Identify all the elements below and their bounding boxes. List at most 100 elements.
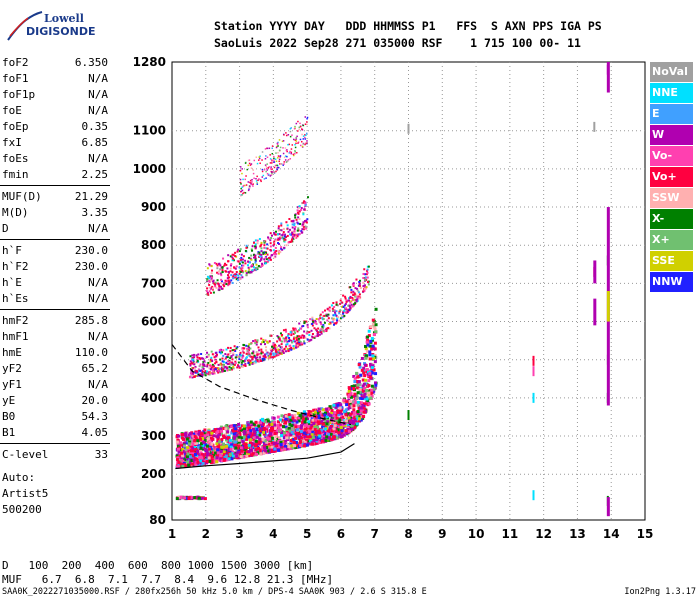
trace-point — [336, 317, 339, 320]
trace-point — [273, 166, 276, 169]
trace-point — [256, 339, 259, 342]
trace-point — [264, 256, 267, 259]
trace-point — [337, 420, 341, 424]
trace-point — [262, 174, 265, 177]
trace-point — [316, 416, 320, 420]
trace-point — [272, 244, 275, 247]
trace-point — [208, 459, 212, 463]
trace-point — [258, 360, 261, 363]
trace-point — [244, 443, 248, 447]
trace-point — [303, 222, 306, 225]
trace-point — [374, 383, 378, 387]
trace-point — [258, 253, 261, 256]
trace-point — [298, 441, 302, 445]
trace-point — [209, 358, 212, 361]
trace-point — [210, 366, 213, 369]
trace-point — [247, 454, 251, 458]
trace-point — [230, 355, 233, 358]
trace-point — [367, 329, 371, 333]
trace-point — [175, 497, 179, 501]
trace-point — [367, 334, 371, 338]
trace-point — [219, 371, 222, 374]
trace-point — [217, 445, 221, 449]
trace-point — [358, 365, 362, 369]
trace-point — [227, 457, 231, 461]
trace-point — [304, 202, 307, 205]
trace-point — [290, 346, 293, 349]
trace-point — [332, 309, 335, 312]
trace-point — [347, 429, 351, 433]
trace-point — [263, 241, 266, 244]
trace-point — [267, 351, 270, 354]
trace-point — [224, 433, 228, 437]
trace-point — [294, 150, 296, 152]
trace-point — [275, 346, 278, 349]
trace-point — [181, 464, 185, 468]
trace-point — [357, 380, 361, 384]
trace-point — [323, 413, 327, 417]
trace-point — [342, 398, 346, 402]
trace-point — [283, 163, 285, 165]
trace-point — [196, 453, 200, 457]
param-row-clevel: C-level 33 — [2, 448, 108, 464]
trace-point — [222, 257, 225, 260]
trace-point — [367, 379, 371, 383]
trace-point — [241, 258, 244, 261]
trace-point — [245, 356, 248, 359]
trace-point — [236, 364, 239, 367]
trace-point — [230, 274, 233, 277]
trace-point — [296, 135, 298, 138]
trace-point — [313, 425, 317, 429]
trace-point — [338, 310, 341, 313]
trace-point — [343, 414, 347, 418]
trace-point — [268, 356, 271, 359]
trace-point — [270, 159, 273, 161]
trace-point — [287, 413, 291, 417]
trace-point — [263, 258, 266, 261]
trace-point — [285, 339, 288, 342]
trace-point — [197, 353, 200, 356]
trace-point — [233, 266, 236, 269]
trace-point — [231, 358, 234, 361]
trace-point — [183, 458, 187, 462]
trace-point — [247, 271, 250, 274]
trace-point — [342, 311, 345, 314]
trace-point — [278, 139, 281, 141]
trace-point — [246, 451, 250, 455]
trace-point — [198, 437, 202, 441]
trace-point — [232, 259, 235, 262]
trace-point — [210, 272, 213, 275]
trace-point — [335, 416, 339, 420]
trace-point — [233, 363, 236, 366]
trace-point — [242, 431, 246, 435]
trace-point — [351, 299, 354, 302]
trace-point — [257, 265, 260, 268]
trace-point — [224, 438, 228, 442]
trace-point — [207, 449, 211, 453]
trace-point — [268, 355, 271, 358]
trace-point — [185, 437, 189, 441]
trace-point — [276, 420, 280, 424]
trace-point — [216, 370, 219, 373]
trace-point — [364, 273, 367, 276]
trace-point — [302, 410, 306, 414]
trace-point — [189, 449, 193, 453]
trace-point — [242, 424, 246, 428]
trace-point — [260, 241, 263, 244]
trace-point — [301, 133, 303, 136]
trace-point — [283, 246, 286, 249]
trace-point — [239, 178, 242, 181]
trace-point — [294, 226, 297, 229]
trace-point — [338, 406, 342, 410]
trace-point — [361, 378, 365, 382]
trace-point — [297, 233, 300, 236]
trace-point — [248, 268, 251, 271]
trace-point — [196, 439, 200, 443]
trace-point — [252, 350, 255, 353]
trace-point — [216, 271, 219, 274]
trace-point — [296, 342, 299, 345]
trace-point — [362, 407, 366, 411]
trace-point — [291, 220, 294, 223]
trace-point — [218, 349, 221, 352]
trace-point — [266, 253, 269, 256]
